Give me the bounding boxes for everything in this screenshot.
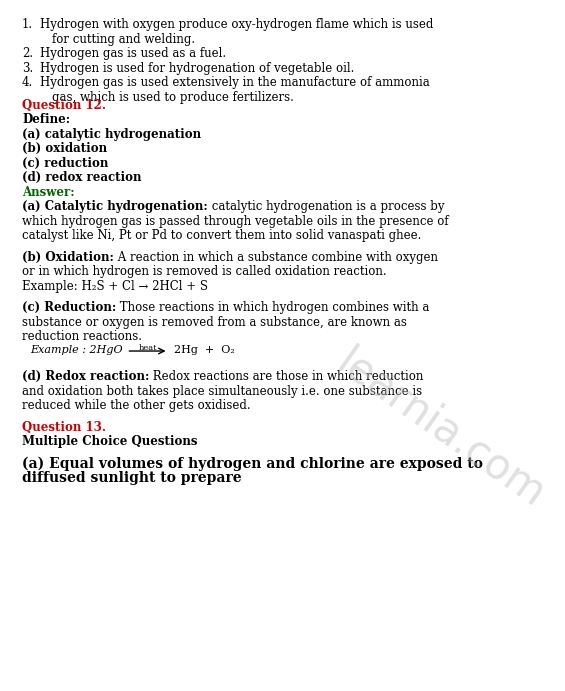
Text: or in which hydrogen is removed is called oxidation reaction.: or in which hydrogen is removed is calle… [22,265,386,278]
Text: and oxidation both takes place simultaneously i.e. one substance is: and oxidation both takes place simultane… [22,385,422,398]
Text: Redox reactions are those in which reduction: Redox reactions are those in which reduc… [149,370,424,384]
Text: Define:: Define: [22,113,70,126]
Text: learnia.com: learnia.com [329,341,553,515]
Text: for cutting and welding.: for cutting and welding. [52,32,195,46]
Text: Hydrogen gas is used as a fuel.: Hydrogen gas is used as a fuel. [40,47,226,60]
Text: (a) Catalytic hydrogenation:: (a) Catalytic hydrogenation: [22,200,208,213]
Text: 2.: 2. [22,47,33,60]
Text: reduced while the other gets oxidised.: reduced while the other gets oxidised. [22,399,251,413]
Text: gas, which is used to produce fertilizers.: gas, which is used to produce fertilizer… [52,91,294,104]
Text: Answer:: Answer: [22,185,75,198]
Text: Hydrogen with oxygen produce oxy-hydrogen flame which is used: Hydrogen with oxygen produce oxy-hydroge… [40,18,433,31]
Text: (a) Equal volumes of hydrogen and chlorine are exposed to: (a) Equal volumes of hydrogen and chlori… [22,457,483,471]
Text: heat: heat [138,343,157,352]
Text: (b) Oxidation:: (b) Oxidation: [22,251,114,263]
Text: diffused sunlight to prepare: diffused sunlight to prepare [22,471,242,485]
Text: Example : 2HgO: Example : 2HgO [30,345,123,354]
Text: reduction reactions.: reduction reactions. [22,330,142,343]
Text: Hydrogen gas is used extensively in the manufacture of ammonia: Hydrogen gas is used extensively in the … [40,76,430,89]
Text: (c) reduction: (c) reduction [22,156,108,169]
Text: 4.: 4. [22,76,33,89]
Text: catalyst like Ni, Pt or Pd to convert them into solid vanaspati ghee.: catalyst like Ni, Pt or Pd to convert th… [22,229,421,242]
Text: substance or oxygen is removed from a substance, are known as: substance or oxygen is removed from a su… [22,316,407,328]
Text: A reaction in which a substance combine with oxygen: A reaction in which a substance combine … [114,251,438,263]
Text: Hydrogen is used for hydrogenation of vegetable oil.: Hydrogen is used for hydrogenation of ve… [40,61,354,75]
Text: Those reactions in which hydrogen combines with a: Those reactions in which hydrogen combin… [116,301,429,314]
Text: Question 13.: Question 13. [22,421,106,434]
Text: 1.: 1. [22,18,33,31]
Text: Multiple Choice Questions: Multiple Choice Questions [22,435,198,448]
Text: 3.: 3. [22,61,33,75]
Text: catalytic hydrogenation is a process by: catalytic hydrogenation is a process by [208,200,444,213]
Text: which hydrogen gas is passed through vegetable oils in the presence of: which hydrogen gas is passed through veg… [22,214,449,227]
Text: Question 12.: Question 12. [22,99,106,111]
Text: 2Hg  +  O₂: 2Hg + O₂ [173,345,234,354]
Text: (d) Redox reaction:: (d) Redox reaction: [22,370,149,384]
Text: (b) oxidation: (b) oxidation [22,142,107,155]
Text: (c) Reduction:: (c) Reduction: [22,301,116,314]
Text: (a) catalytic hydrogenation: (a) catalytic hydrogenation [22,128,201,140]
Text: (d) redox reaction: (d) redox reaction [22,171,141,184]
Text: Example: H₂S + Cl → 2HCl + S: Example: H₂S + Cl → 2HCl + S [22,279,208,292]
